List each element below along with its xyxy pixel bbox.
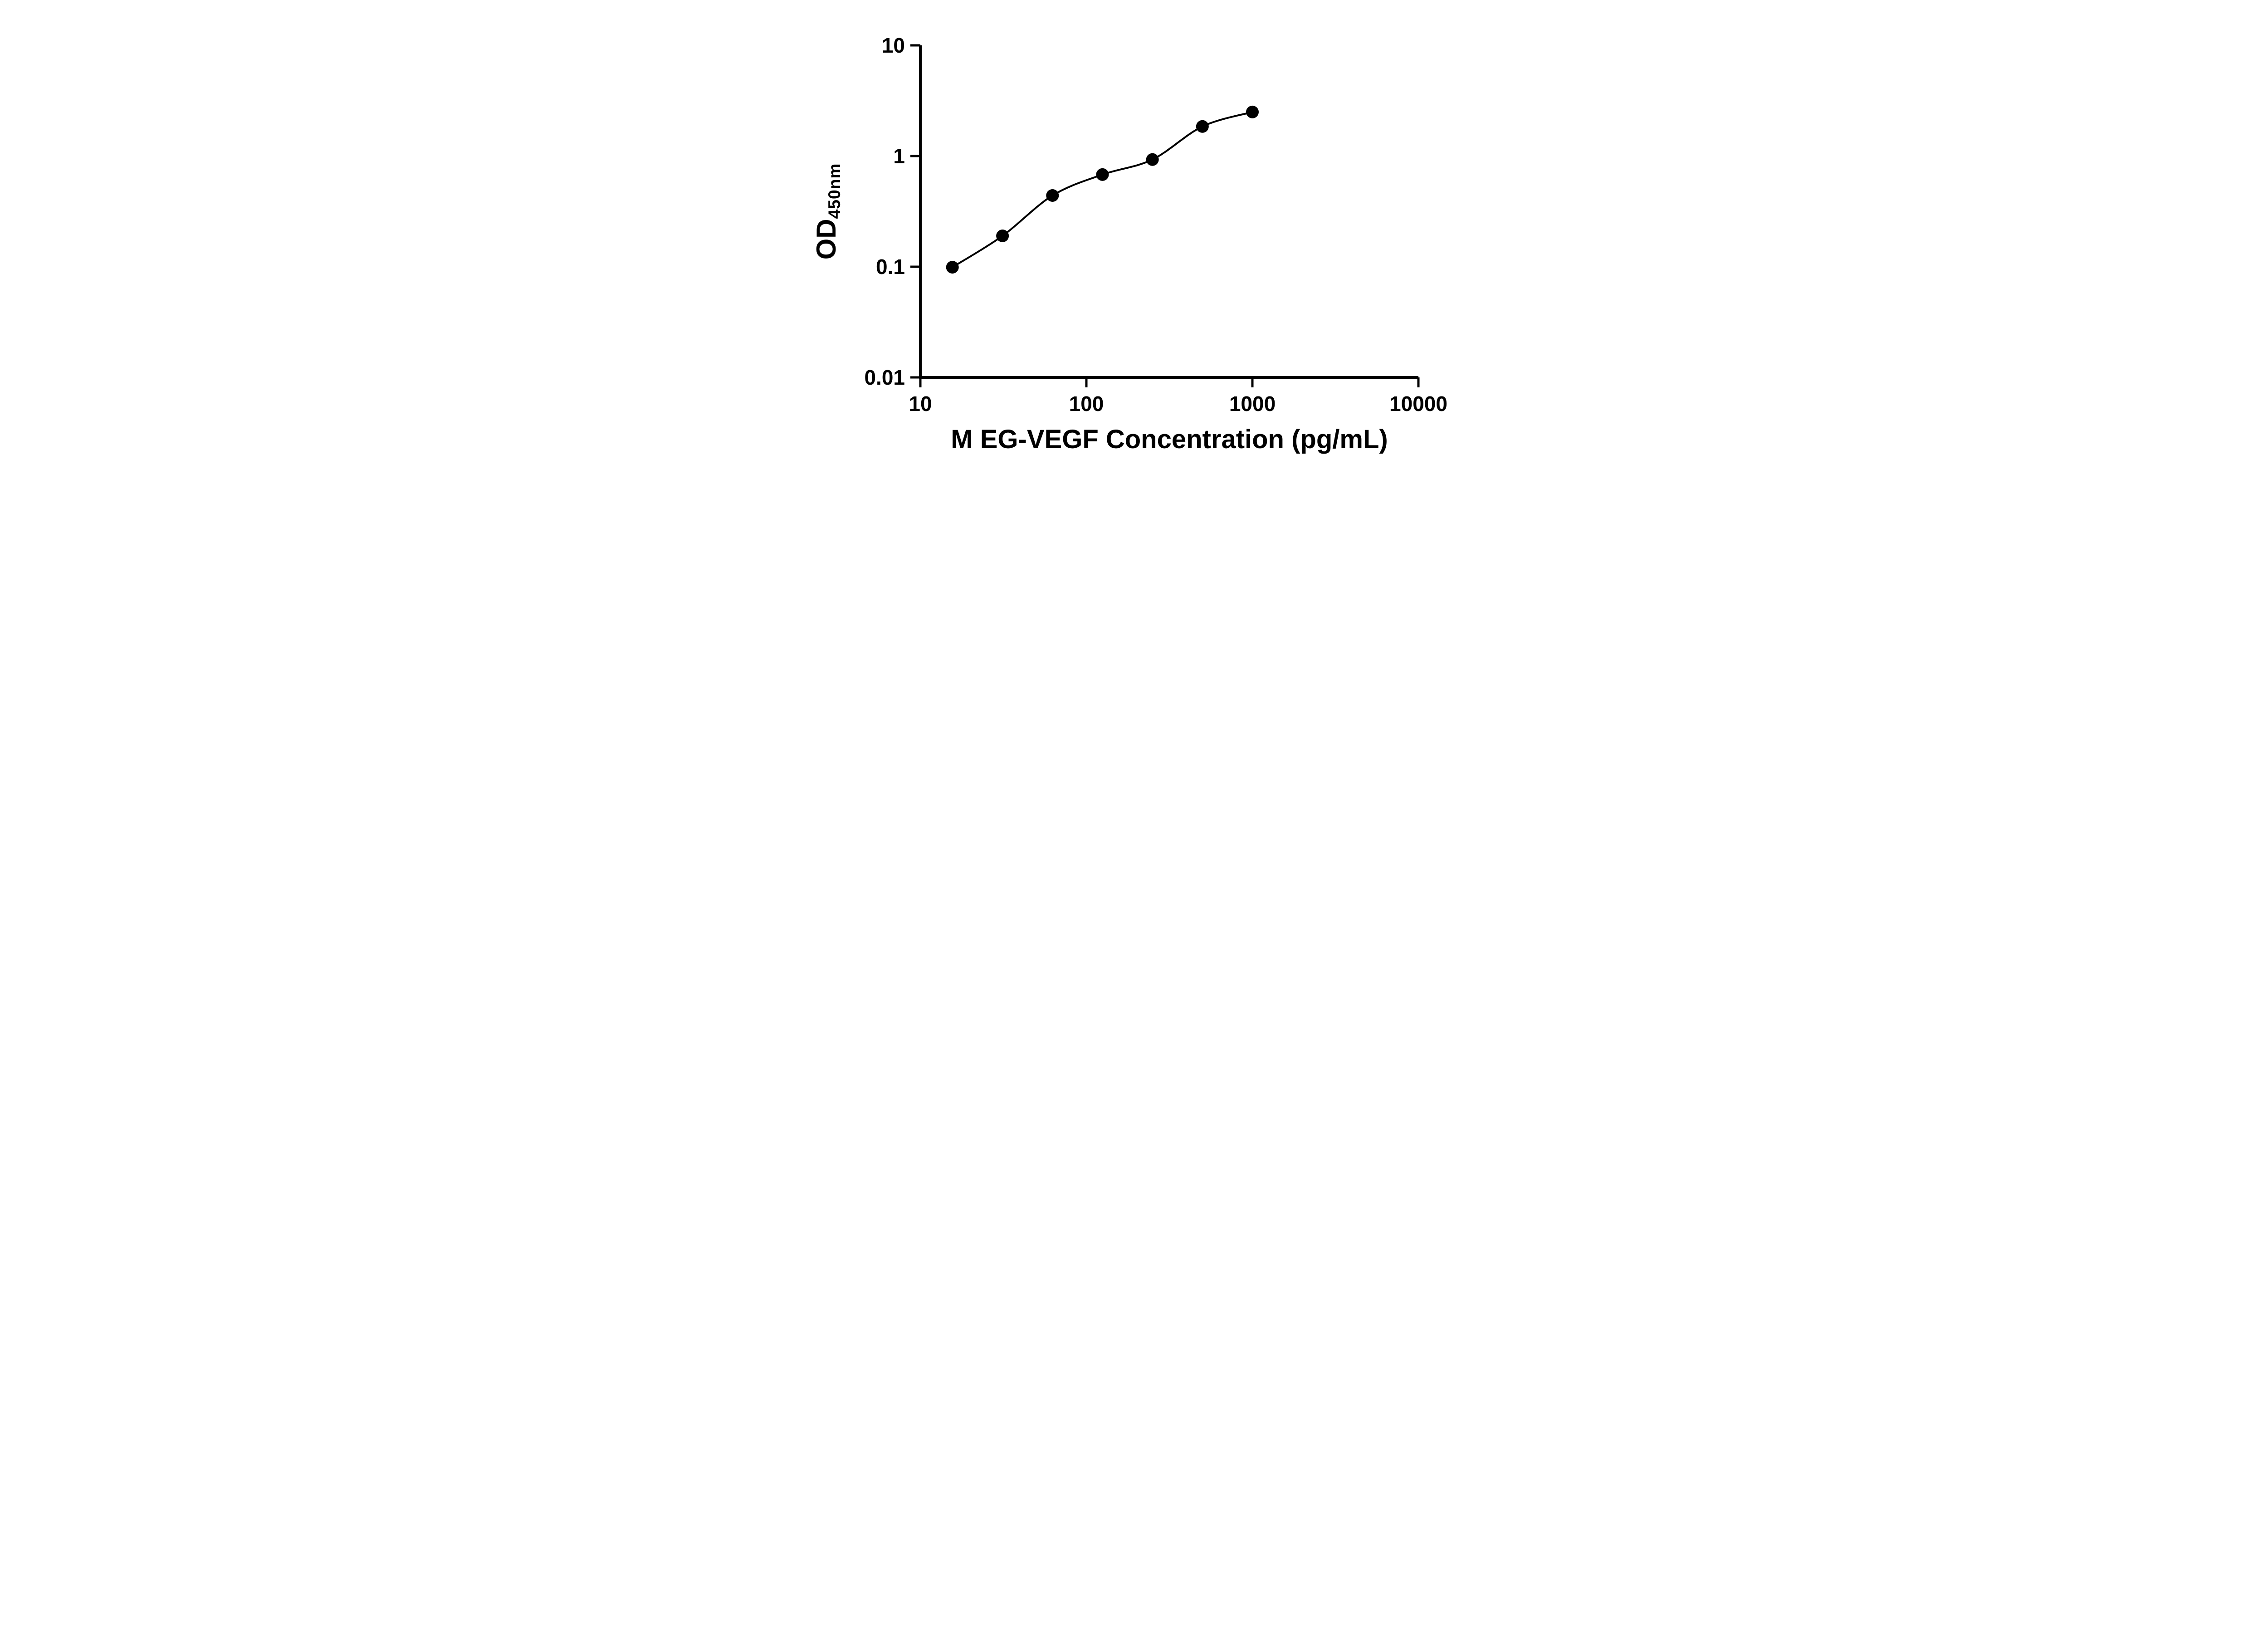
- x-tick-label: 10000: [1389, 392, 1447, 416]
- x-axis-label: M EG-VEGF Concentration (pg/mL): [951, 425, 1388, 454]
- data-point: [1196, 120, 1209, 133]
- fit-curve: [952, 111, 1253, 268]
- y-axis-label-main: OD: [811, 219, 841, 260]
- data-point: [1046, 189, 1059, 202]
- data-point: [996, 229, 1009, 242]
- x-tick-label: 10: [909, 392, 932, 416]
- data-point: [1096, 168, 1109, 181]
- y-axis-label-subscript: 450nm: [825, 163, 844, 219]
- data-point: [946, 261, 959, 274]
- x-tick-label: 1000: [1229, 392, 1276, 416]
- data-point: [1146, 153, 1159, 166]
- x-tick-label: 100: [1069, 392, 1104, 416]
- y-tick-label: 10: [882, 34, 905, 57]
- y-tick-label: 0.1: [876, 255, 905, 279]
- y-tick-label: 0.01: [864, 366, 905, 389]
- y-tick-label: 1: [893, 144, 905, 168]
- chart-figure: 10 100 1000 10000 0.01 0.1 1 10 M EG-VEGF Conce…: [784, 0, 1484, 490]
- standard-curve-chart: 10 100 1000 10000 0.01 0.1 1 10: [864, 34, 1447, 416]
- y-axis-label: OD450nm: [811, 163, 844, 260]
- data-point: [1246, 105, 1259, 118]
- axis-lines: [919, 45, 1418, 379]
